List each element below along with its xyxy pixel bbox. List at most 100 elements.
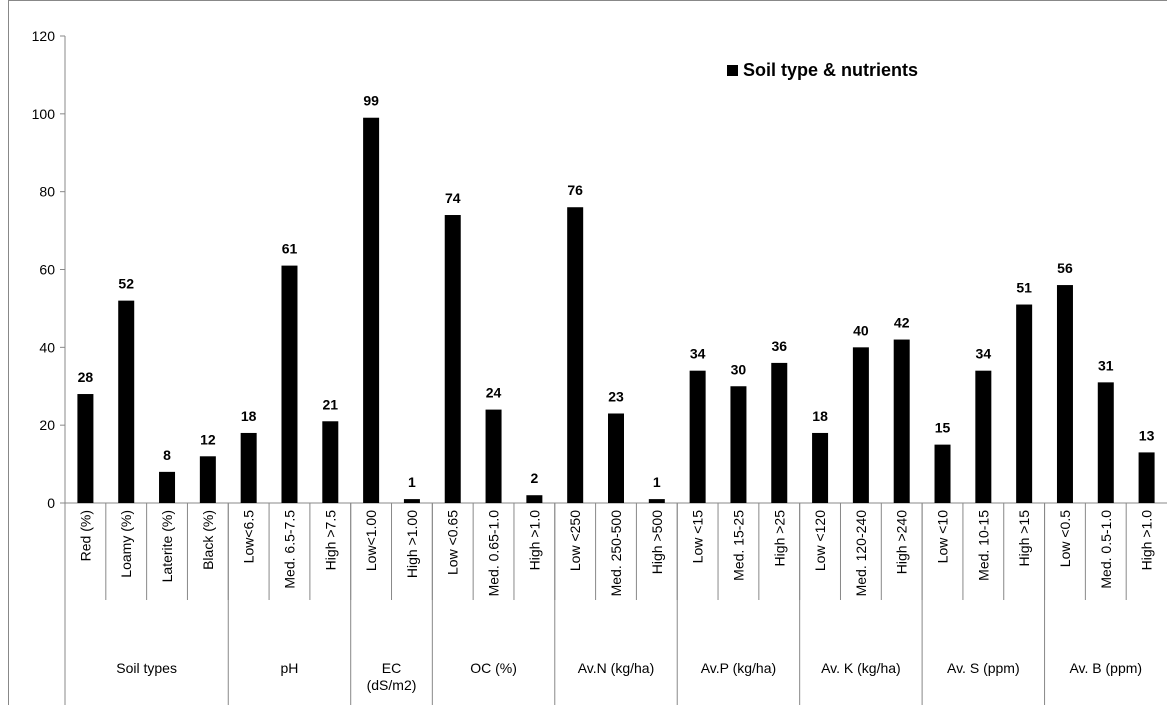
group-label: pH [280, 660, 299, 676]
bar [934, 444, 951, 503]
bar [975, 370, 992, 503]
x-tick-label: High >500 [649, 510, 665, 574]
data-label: 15 [935, 420, 951, 436]
data-label: 31 [1098, 357, 1114, 373]
y-tick-label: 0 [47, 495, 55, 511]
data-label: 28 [78, 369, 94, 385]
bar [281, 265, 298, 503]
bar [363, 117, 380, 503]
x-tick-label: Med. 15-25 [730, 510, 746, 581]
data-label: 21 [323, 396, 339, 412]
chart-border [8, 0, 1167, 705]
data-label: 1 [653, 474, 661, 490]
y-tick-label: 120 [32, 28, 56, 44]
bar [689, 370, 706, 503]
x-tick-label: Low <250 [567, 510, 583, 571]
bar [852, 347, 869, 503]
x-tick-label: Med. 10-15 [975, 510, 991, 581]
bar [567, 207, 584, 503]
x-tick-label: Low<6.5 [241, 510, 257, 564]
bar [199, 456, 216, 503]
bar [403, 499, 420, 503]
x-tick-label: Low <0.5 [1057, 510, 1073, 567]
x-tick-label: Med. 0.65-1.0 [486, 510, 502, 597]
data-label: 40 [853, 322, 869, 338]
bar [322, 421, 339, 503]
x-tick-label: High >240 [894, 510, 910, 574]
bar [159, 471, 176, 503]
x-tick-label: Low <10 [935, 510, 951, 564]
bar [240, 432, 257, 503]
legend-swatch [727, 65, 738, 76]
group-label: OC (%) [470, 660, 517, 676]
x-tick-label: High >15 [1016, 510, 1032, 567]
bar [1056, 285, 1073, 503]
bar [444, 215, 461, 503]
x-tick-label: Med. 120-240 [853, 510, 869, 597]
data-label: 61 [282, 241, 298, 257]
x-tick-label: High >25 [771, 510, 787, 567]
data-label: 18 [812, 408, 828, 424]
data-label: 74 [445, 190, 461, 206]
y-tick-label: 100 [32, 106, 56, 122]
legend-label: Soil type & nutrients [743, 60, 918, 80]
data-label: 2 [530, 470, 538, 486]
x-tick-label: Med. 0.5-1.0 [1098, 510, 1114, 589]
x-tick-label: Med. 6.5-7.5 [281, 510, 297, 589]
x-tick-label: Black (%) [200, 510, 216, 570]
x-tick-label: High >7.5 [322, 510, 338, 571]
data-label: 76 [567, 182, 583, 198]
bar [485, 409, 502, 503]
data-label: 52 [118, 276, 134, 292]
x-tick-label: High >1.0 [1139, 510, 1155, 571]
data-label: 51 [1016, 280, 1032, 296]
data-label: 56 [1057, 260, 1073, 276]
x-tick-label: Low <120 [812, 510, 828, 571]
data-label: 36 [771, 338, 787, 354]
x-tick-label: Low<1.00 [363, 510, 379, 571]
bar [648, 499, 665, 503]
bar [812, 432, 829, 503]
x-tick-label: Laterite (%) [159, 510, 175, 582]
x-tick-label: High >1.0 [526, 510, 542, 571]
bar [1016, 304, 1033, 503]
bar [77, 394, 94, 503]
y-tick-label: 20 [39, 417, 55, 433]
data-label: 34 [976, 346, 992, 362]
x-tick-label: Red (%) [77, 510, 93, 561]
bar [1138, 452, 1155, 503]
x-tick-label: Loamy (%) [118, 510, 134, 578]
group-label: Av. S (ppm) [947, 660, 1020, 676]
x-tick-label: High >1.00 [404, 510, 420, 578]
data-label: 23 [608, 388, 624, 404]
data-label: 34 [690, 346, 706, 362]
data-label: 8 [163, 447, 171, 463]
y-tick-label: 80 [39, 184, 55, 200]
data-label: 24 [486, 385, 502, 401]
group-label: Av.P (kg/ha) [700, 660, 777, 676]
bar [730, 386, 747, 503]
x-tick-label: Low <0.65 [445, 510, 461, 575]
x-tick-label: Med. 250-500 [608, 510, 624, 597]
data-label: 99 [363, 93, 379, 109]
group-label: Av. K (kg/ha) [821, 660, 901, 676]
group-label: Av.N (kg/ha) [577, 660, 655, 676]
group-label: Av. B (ppm) [1069, 660, 1143, 676]
y-tick-label: 60 [39, 262, 55, 278]
data-label: 42 [894, 315, 910, 331]
data-label: 13 [1139, 427, 1155, 443]
bar [526, 495, 543, 503]
data-label: 18 [241, 408, 257, 424]
data-label: 1 [408, 474, 416, 490]
group-label: Soil types [116, 660, 177, 676]
bar [118, 300, 135, 503]
data-label: 30 [731, 361, 747, 377]
bar [608, 413, 624, 503]
bar [893, 339, 910, 503]
bar [1097, 382, 1114, 503]
data-label: 12 [200, 431, 216, 447]
y-tick-label: 40 [39, 339, 55, 355]
x-tick-label: Low <15 [690, 510, 706, 564]
